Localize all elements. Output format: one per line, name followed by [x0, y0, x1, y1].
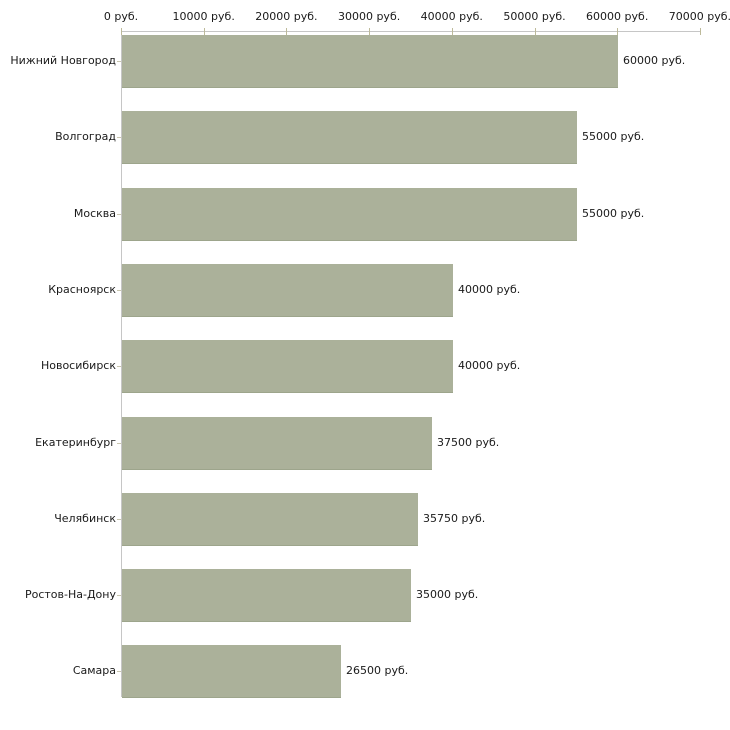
- bar-7: [122, 492, 418, 546]
- x-axis-tick: [534, 28, 536, 35]
- x-axis-tick: [617, 28, 619, 35]
- x-axis-tick: [203, 28, 205, 35]
- category-label: Москва: [73, 206, 116, 220]
- x-axis-tick-label: 0 руб.: [103, 10, 139, 23]
- bar-5: [122, 340, 453, 394]
- bar-2: [122, 111, 577, 165]
- category-label: Волгоград: [55, 130, 116, 144]
- bar-1: [122, 35, 618, 88]
- x-axis-tick-label: 10000 руб.: [172, 10, 235, 23]
- y-axis-tick: [117, 518, 121, 520]
- category-label: Новосибирск: [40, 359, 116, 373]
- category-label: Красноярск: [48, 282, 116, 296]
- x-axis-tick-label: 70000 руб.: [668, 10, 730, 23]
- category-label: Самара: [72, 664, 116, 678]
- x-axis-tick-label: 60000 руб.: [586, 10, 649, 23]
- bar-6: [122, 416, 432, 470]
- x-axis-tick: [121, 28, 122, 35]
- value-label: 40000 руб.: [458, 282, 521, 296]
- category-label: Ростов-На-Дону: [24, 588, 116, 602]
- y-axis-tick: [117, 671, 121, 673]
- value-label: 35000 руб.: [416, 588, 479, 602]
- y-axis-tick: [117, 366, 121, 368]
- x-axis-tick: [451, 28, 453, 35]
- y-axis-tick: [117, 289, 121, 291]
- x-axis-tick-label: 30000 руб.: [337, 10, 401, 23]
- category-label: Нижний Новгород: [10, 54, 116, 67]
- y-axis-tick: [117, 595, 121, 597]
- x-axis-tick: [369, 28, 371, 35]
- x-axis-line: [121, 31, 701, 32]
- value-label: 55000 руб.: [582, 206, 645, 220]
- x-axis-tick: [699, 28, 701, 35]
- y-axis-line: [121, 31, 122, 697]
- y-axis-tick: [117, 213, 121, 215]
- bar-4: [122, 263, 453, 317]
- y-axis-tick: [117, 442, 121, 444]
- value-label: 37500 руб.: [437, 435, 500, 449]
- value-label: 35750 руб.: [423, 511, 486, 525]
- bar-8: [122, 569, 411, 623]
- value-label: 55000 руб.: [582, 130, 645, 144]
- y-axis-tick: [117, 61, 121, 62]
- x-axis-tick-label: 40000 руб.: [420, 10, 483, 23]
- bar-9: [122, 645, 341, 699]
- x-axis-tick: [286, 28, 288, 35]
- bar-3: [122, 187, 577, 241]
- value-label: 60000 руб.: [623, 54, 686, 67]
- x-axis-tick-label: 20000 руб.: [255, 10, 318, 23]
- category-label: Челябинск: [54, 511, 116, 525]
- y-axis-tick: [117, 137, 121, 139]
- x-axis-tick-label: 50000 руб.: [503, 10, 566, 23]
- category-label: Екатеринбург: [35, 435, 116, 449]
- value-label: 40000 руб.: [458, 359, 521, 373]
- value-label: 26500 руб.: [346, 664, 409, 678]
